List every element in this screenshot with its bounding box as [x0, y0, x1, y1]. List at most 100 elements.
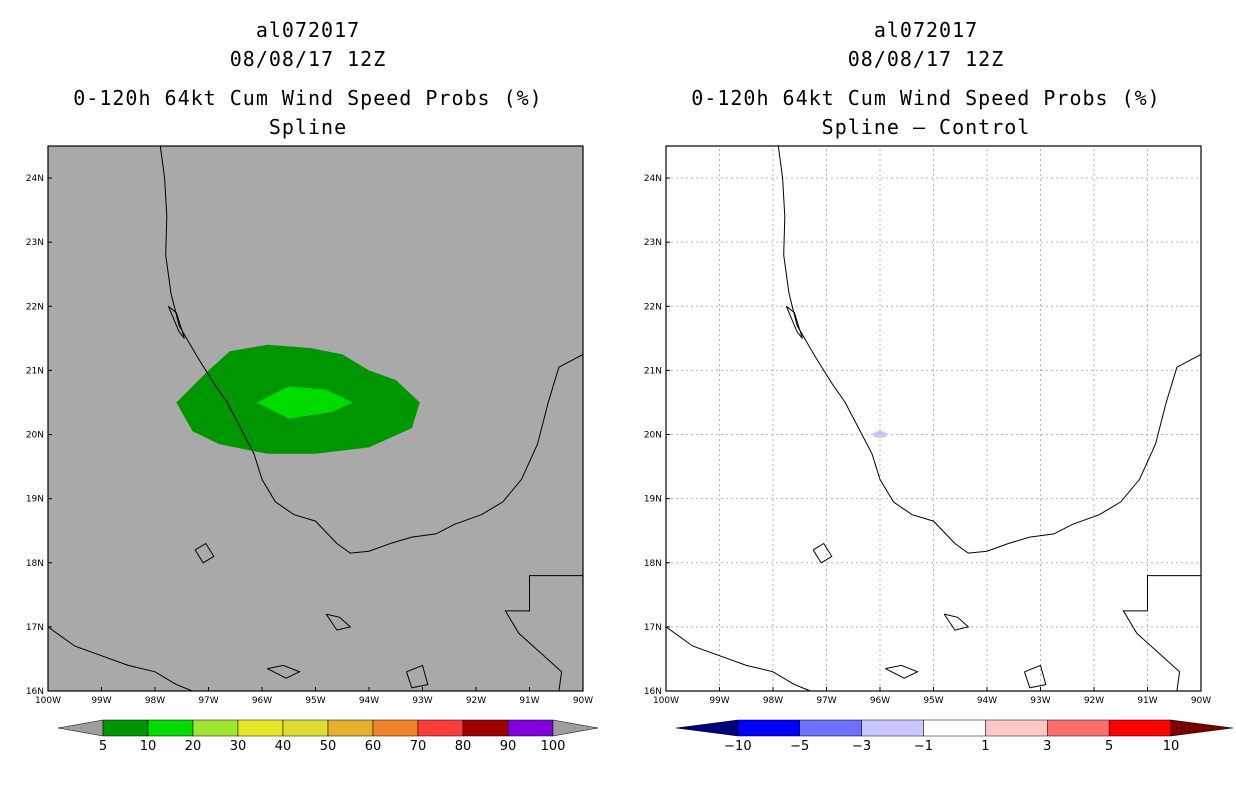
coastline	[1122, 575, 1201, 692]
colorbar-label: 5	[99, 739, 107, 754]
coastline	[47, 626, 193, 692]
colorbar-swatch	[147, 719, 194, 737]
lat-tick-label: 18N	[644, 559, 662, 569]
lon-tick-label: 95W	[923, 696, 943, 706]
colorbar-swatch	[102, 719, 149, 737]
colorbar-label: 80	[455, 739, 472, 754]
coastline	[267, 664, 301, 679]
lat-tick-label: 18N	[26, 559, 44, 569]
colorbar-swatch	[861, 719, 924, 737]
colorbar-label: 20	[185, 739, 202, 754]
colorbar-label: 90	[500, 739, 517, 754]
colorbar-label: 50	[320, 739, 337, 754]
lat-tick-label: 16N	[26, 687, 44, 697]
colorbar-label: 60	[365, 739, 382, 754]
lon-tick-label: 90W	[573, 696, 593, 706]
coastline	[1024, 664, 1047, 689]
colorbar-swatch	[985, 719, 1048, 737]
colorbar-label: −3	[852, 739, 871, 754]
lon-tick-label: 100W	[35, 696, 61, 706]
colorbar-swatch	[192, 719, 239, 737]
lon-tick-label: 96W	[870, 696, 890, 706]
lon-tick-label: 94W	[977, 696, 997, 706]
colorbar-lower-arrow	[57, 719, 104, 737]
lon-tick-label: 97W	[816, 696, 836, 706]
lat-tick-label: 24N	[26, 174, 44, 184]
colorbar-label: 10	[1163, 739, 1180, 754]
coastline	[785, 305, 803, 339]
lat-tick-label: 21N	[26, 366, 44, 376]
coastline	[812, 542, 833, 564]
colorbar-label: 1	[981, 739, 989, 754]
colorbar-swatch	[327, 719, 374, 737]
lat-tick-label: 19N	[26, 495, 44, 505]
colorbar-label: −5	[790, 739, 809, 754]
colorbar-swatch	[737, 719, 800, 737]
colorbar-swatch	[237, 719, 284, 737]
colorbar-swatch	[282, 719, 329, 737]
lon-tick-label: 94W	[359, 696, 379, 706]
colorbar: −10 −5 −3 −1 1 3 5 10	[675, 719, 1233, 754]
lon-tick-label: 92W	[1084, 696, 1104, 706]
colorbar-swatch	[923, 719, 986, 737]
coastline	[406, 664, 429, 689]
colorbar-swatch	[1047, 719, 1110, 737]
lat-tick-label: 17N	[26, 623, 44, 633]
colorbar-label: 3	[1043, 739, 1051, 754]
lat-tick-label: 23N	[26, 238, 44, 248]
left-subtitle: Spline	[268, 115, 348, 139]
coastline	[167, 305, 185, 339]
colorbar: 5 10 20 30 40 50 60 70 80 90 100	[57, 719, 599, 754]
right-map-panel: 100W 99W 98W 97W 96W 95W 94W 93W 92W 91W 90W 16N 17N…	[644, 145, 1233, 754]
lon-tick-label: 98W	[763, 696, 783, 706]
right-date: 08/08/17 12Z	[847, 47, 1005, 71]
colorbar-label: 100	[541, 739, 566, 754]
coastline	[665, 626, 811, 692]
lat-tick-label: 17N	[644, 623, 662, 633]
lat-tick-label: 24N	[644, 174, 662, 184]
colorbar-label: −1	[914, 739, 933, 754]
colorbar-lower-arrow	[675, 719, 739, 737]
lat-tick-label: 16N	[644, 687, 662, 697]
colorbar-upper-arrow	[552, 719, 599, 737]
lon-tick-label: 95W	[305, 696, 325, 706]
colorbar-swatch	[1108, 719, 1172, 737]
colorbar-label: 5	[1105, 739, 1113, 754]
coastline	[504, 575, 583, 692]
right-product: 0-120h 64kt Cum Wind Speed Probs (%)	[691, 86, 1161, 110]
lon-tick-label: 91W	[519, 696, 539, 706]
colorbar-label: 30	[230, 739, 247, 754]
left-map-panel: 100W 99W 98W 97W 96W 95W 94W 93W 92W 91W 90W 16N 17N…	[26, 145, 599, 754]
right-storm-id: al072017	[873, 18, 979, 42]
lon-tick-label: 98W	[145, 696, 165, 706]
lat-tick-label: 20N	[644, 431, 662, 441]
lat-tick-label: 20N	[26, 431, 44, 441]
lon-tick-label: 93W	[412, 696, 432, 706]
coastline	[194, 542, 215, 564]
right-panel-title: al072017 08/08/17 12Z 0-120h 64kt Cum Wi…	[666, 16, 1186, 142]
colorbar-swatch	[507, 719, 554, 737]
lon-tick-label: 97W	[198, 696, 218, 706]
left-panel-title: al072017 08/08/17 12Z 0-120h 64kt Cum Wi…	[48, 16, 568, 142]
lat-tick-label: 23N	[644, 238, 662, 248]
lon-tick-label: 91W	[1137, 696, 1157, 706]
coastline	[885, 664, 919, 679]
colorbar-swatch	[799, 719, 862, 737]
diff-contour-blob	[873, 431, 887, 439]
lat-tick-label: 22N	[644, 302, 662, 312]
lon-tick-label: 100W	[653, 696, 679, 706]
colorbar-label: 10	[140, 739, 157, 754]
left-product: 0-120h 64kt Cum Wind Speed Probs (%)	[73, 86, 543, 110]
colorbar-swatch	[372, 719, 419, 737]
colorbar-upper-arrow	[1170, 719, 1233, 737]
colorbar-label: −10	[724, 739, 751, 754]
lat-tick-label: 19N	[644, 495, 662, 505]
lon-tick-label: 99W	[91, 696, 111, 706]
colorbar-label: 40	[275, 739, 292, 754]
coastline	[943, 613, 970, 631]
left-storm-id: al072017	[255, 18, 361, 42]
lon-tick-label: 99W	[709, 696, 729, 706]
left-date: 08/08/17 12Z	[229, 47, 387, 71]
colorbar-label: 70	[410, 739, 427, 754]
